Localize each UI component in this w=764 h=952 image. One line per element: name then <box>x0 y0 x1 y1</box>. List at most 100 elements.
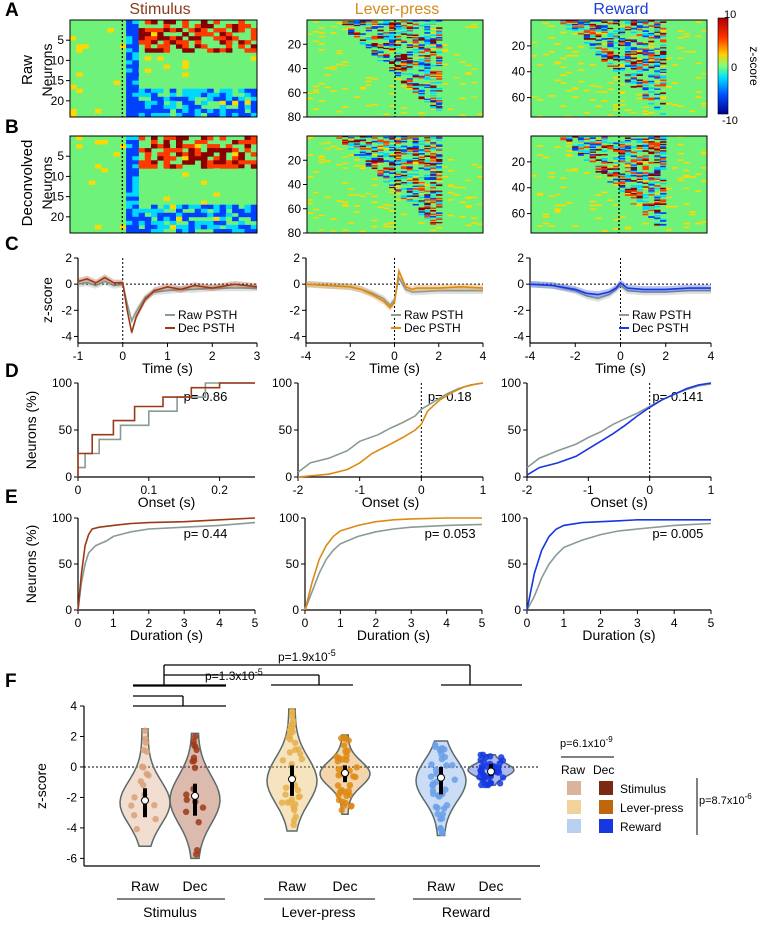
heatmap-cell <box>542 97 549 100</box>
heatmap-cell <box>126 108 133 114</box>
heatmap-cell <box>595 45 602 48</box>
heatmap-cell <box>695 113 702 115</box>
heatmap-cell <box>94 140 102 145</box>
heatmap-cell <box>624 43 632 45</box>
heatmap-cell <box>677 57 684 60</box>
heatmap-cell <box>671 104 679 106</box>
heatmap-cell <box>418 182 425 184</box>
heatmap-cell <box>400 73 408 75</box>
data-point <box>288 796 296 803</box>
heatmap-cell <box>169 36 177 41</box>
x-axis-label: Duration (s) <box>582 627 655 643</box>
heatmap-cell <box>471 96 478 98</box>
heatmap-cell <box>342 140 349 143</box>
heatmap-cell <box>307 34 314 37</box>
heatmap-cell <box>176 216 183 222</box>
heatmap-cell <box>430 113 437 115</box>
heatmap-cell <box>677 43 684 45</box>
heatmap-cell <box>132 208 139 214</box>
heatmap-cell <box>76 48 83 53</box>
heatmap-cell <box>619 100 626 102</box>
heatmap-cell <box>642 187 649 190</box>
heatmap-cell <box>671 113 679 115</box>
heatmap-cell <box>548 65 555 67</box>
heatmap-cell <box>589 154 596 156</box>
heatmap-cell <box>359 144 367 147</box>
heatmap-cell <box>389 27 396 29</box>
heatmap-cell <box>144 92 152 98</box>
heatmap-cell <box>436 32 443 34</box>
x-tick-label: 4 <box>671 616 678 630</box>
heatmap-cell <box>412 154 419 156</box>
y-tick-label: 50 <box>286 557 300 571</box>
heatmap-cell <box>412 74 419 77</box>
heatmap-cell <box>613 173 620 176</box>
heatmap-cell <box>589 29 596 31</box>
heatmap-cell <box>660 47 667 49</box>
heatmap-cell <box>630 56 637 58</box>
heatmap-cell <box>194 52 202 57</box>
heatmap-cell <box>554 111 561 114</box>
heatmap-cell <box>648 25 655 27</box>
heatmap-cell <box>182 44 189 49</box>
heatmap-cell <box>654 107 661 110</box>
heatmap-cell <box>70 20 77 25</box>
heatmap-cell <box>389 188 396 190</box>
heatmap-cell <box>176 44 183 49</box>
heatmap-cell <box>601 31 608 34</box>
heatmap-cell <box>219 96 227 102</box>
heatmap-cell <box>94 164 102 169</box>
heatmap-cell <box>436 70 443 73</box>
heatmap-cell <box>418 55 425 57</box>
heatmap-cell <box>430 43 437 45</box>
heatmap-cell <box>589 75 596 78</box>
heatmap-cell <box>630 76 637 79</box>
heatmap-cell <box>238 229 245 234</box>
heatmap-cell <box>406 44 413 46</box>
heatmap-cell <box>577 39 585 42</box>
heatmap-cell <box>665 34 673 36</box>
heatmap-cell <box>577 69 585 71</box>
heatmap-cell <box>418 69 425 72</box>
heatmap-cell <box>395 176 402 178</box>
heatmap-cell <box>436 220 443 223</box>
heatmap-cell <box>683 138 690 141</box>
heatmap-cell <box>531 192 538 195</box>
heatmap-cell <box>200 208 208 214</box>
heatmap-cell <box>232 216 239 222</box>
heatmap-cell <box>238 156 245 161</box>
heatmap-cell <box>654 161 661 164</box>
heatmap-cell <box>163 60 171 65</box>
x-tick-label: 0.2 <box>211 483 228 497</box>
heatmap-cell <box>395 155 402 157</box>
heatmap-cell <box>389 61 396 63</box>
heatmap-cell <box>353 189 361 191</box>
heatmap-cell <box>613 169 620 172</box>
heatmap-cell <box>132 160 139 165</box>
heatmap-cell <box>554 53 561 56</box>
heatmap-cell <box>400 193 408 195</box>
heatmap-cell <box>477 20 484 22</box>
heatmap-cell <box>359 27 367 29</box>
x-tick-label: 1 <box>164 349 171 363</box>
median-marker <box>437 773 445 782</box>
heatmap-cell <box>572 73 579 75</box>
heatmap-cell <box>436 33 443 35</box>
heatmap-cell <box>619 86 626 88</box>
heatmap-cell <box>689 113 696 115</box>
heatmap-cell <box>589 47 596 49</box>
heatmap-cell <box>353 33 361 35</box>
heatmap-cell <box>213 184 220 189</box>
heatmap-cell <box>436 106 443 108</box>
y-tick-label: 0 <box>70 760 77 774</box>
heatmap-cell <box>244 212 252 218</box>
heatmap-cell <box>395 156 402 159</box>
heatmap-cell <box>176 148 183 153</box>
heatmap-cell <box>595 165 602 168</box>
heatmap-cell <box>395 199 402 201</box>
colorbar-max: 10 <box>724 9 736 21</box>
heatmap-cell <box>607 163 614 165</box>
heatmap-cell <box>225 229 233 234</box>
heatmap-cell <box>554 113 561 115</box>
